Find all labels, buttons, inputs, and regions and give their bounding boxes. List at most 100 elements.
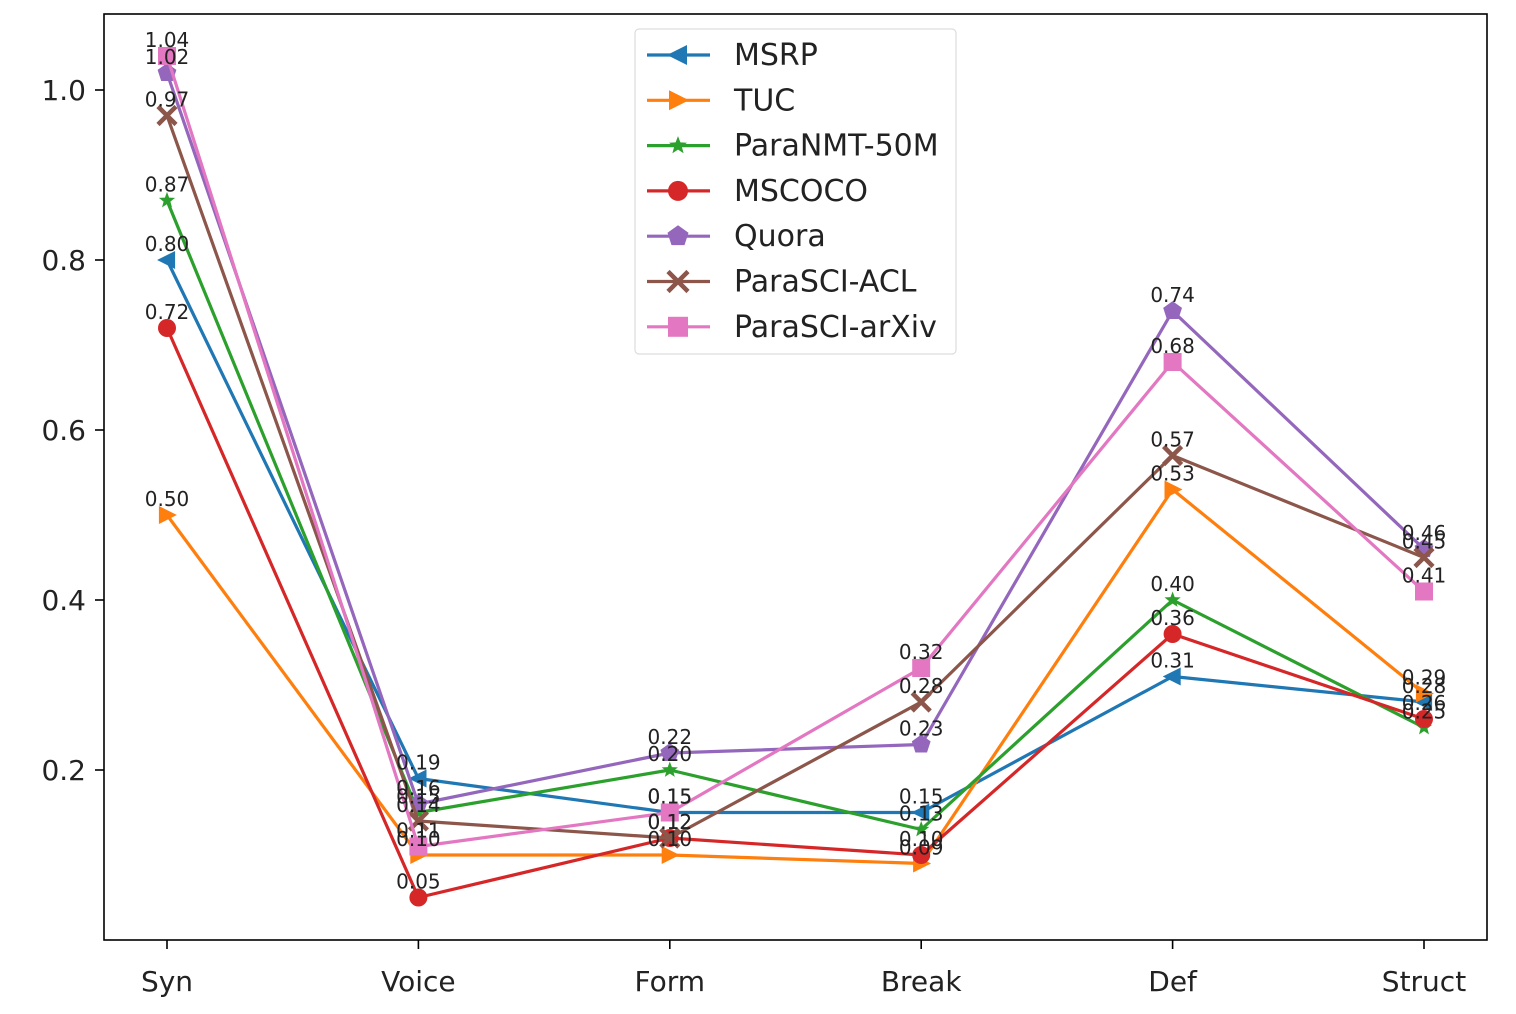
- data-label-msrp-struct: 0.28: [1402, 674, 1447, 698]
- data-label-tuc-syn: 0.50: [145, 487, 190, 511]
- legend: MSRP TUC ParaNMT-50M MSCOCO Quora ParaSCI-ACL…: [634, 28, 957, 355]
- data-label-parasci-acl-form: 0.12: [648, 810, 693, 834]
- legend-marker-circle: [668, 180, 688, 201]
- plot-frame: [103, 13, 1488, 941]
- legend-label: Quora: [734, 219, 826, 254]
- data-label-quora-form: 0.22: [648, 725, 693, 749]
- data-label-tuc-break: 0.09: [899, 836, 944, 860]
- data-point-paranmt-50m-def: [1164, 591, 1181, 607]
- data-label-parasci-arxiv-voice: 0.11: [396, 819, 441, 843]
- data-point-paranmt-50m-break: [913, 821, 930, 837]
- series-line-quora: [165, 72, 1426, 806]
- data-point-mscoco-break: [912, 846, 931, 864]
- data-point-paranmt-50m-syn: [158, 191, 176, 208]
- data-point-parasci-arxiv-voice: [409, 837, 428, 856]
- data-label-mscoco-break: 0.10: [899, 827, 944, 851]
- data-label-parasci-acl-syn: 0.97: [145, 88, 190, 112]
- data-point-tuc-syn: [158, 506, 177, 524]
- x-tick-label: Break: [881, 965, 962, 998]
- data-label-parasci-arxiv-syn: 1.04: [145, 28, 190, 52]
- data-label-quora-voice: 0.16: [396, 776, 441, 800]
- data-label-paranmt-50m-struct: 0.25: [1402, 700, 1447, 724]
- data-label-msrp-syn: 0.80: [145, 232, 190, 256]
- x-tick-label: Voice: [381, 965, 456, 998]
- data-point-tuc-struct: [1415, 684, 1434, 703]
- data-label-tuc-def: 0.53: [1150, 462, 1195, 486]
- data-label-tuc-form: 0.10: [648, 827, 693, 851]
- data-point-parasci-arxiv-struct: [1415, 582, 1433, 601]
- data-label-msrp-voice: 0.19: [396, 751, 441, 775]
- legend-marker-star: [669, 136, 687, 154]
- legend-entry-paranmt-50m: ParaNMT-50M: [647, 129, 939, 164]
- data-label-msrp-def: 0.31: [1150, 649, 1195, 673]
- data-label-parasci-acl-def: 0.57: [1150, 428, 1195, 452]
- legend-label: MSRP: [734, 38, 818, 73]
- legend-entry-mscoco: MSCOCO: [647, 174, 868, 209]
- data-label-mscoco-syn: 0.72: [145, 300, 190, 324]
- data-label-quora-break: 0.23: [899, 717, 944, 741]
- data-label-parasci-arxiv-struct: 0.41: [1402, 564, 1447, 588]
- data-label-paranmt-50m-break: 0.13: [899, 802, 944, 826]
- data-label-parasci-arxiv-def: 0.68: [1150, 334, 1195, 358]
- y-tick-label: 0.6: [41, 414, 86, 447]
- series-line-parasci-arxiv: [165, 55, 1426, 849]
- data-point-parasci-acl-def: [1162, 444, 1184, 467]
- data-label-paranmt-50m-voice: 0.15: [396, 785, 441, 809]
- data-label-paranmt-50m-form: 0.20: [648, 742, 693, 766]
- data-label-tuc-voice: 0.10: [396, 827, 441, 851]
- x-tick-label: Form: [635, 965, 706, 998]
- data-point-tuc-form: [661, 846, 680, 864]
- legend-entry-msrp: MSRP: [647, 38, 818, 73]
- data-point-msrp-break: [911, 803, 930, 822]
- data-label-parasci-arxiv-break: 0.32: [899, 640, 944, 664]
- legend-label: ParaSCI-ACL: [734, 265, 917, 300]
- data-label-msrp-form: 0.15: [648, 785, 693, 809]
- data-point-msrp-syn: [157, 251, 176, 269]
- y-tick-label: 0.2: [41, 754, 86, 787]
- data-point-mscoco-struct: [1415, 710, 1433, 728]
- series-line-parasci-acl: [165, 114, 1425, 840]
- data-point-msrp-voice: [408, 769, 427, 788]
- x-tick-label: Syn: [141, 965, 193, 998]
- data-point-quora-break: [911, 734, 931, 753]
- legend-marker-square: [668, 316, 688, 337]
- legend-label: ParaSCI-arXiv: [734, 310, 937, 345]
- data-label-mscoco-voice: 0.05: [396, 870, 441, 894]
- data-label-parasci-acl-struct: 0.45: [1402, 530, 1447, 554]
- data-point-msrp-def: [1162, 667, 1181, 686]
- data-point-parasci-acl-break: [910, 691, 932, 713]
- data-label-parasci-acl-break: 0.28: [899, 674, 944, 698]
- data-label-paranmt-50m-def: 0.40: [1150, 572, 1195, 596]
- legend-label: MSCOCO: [734, 174, 868, 209]
- data-point-parasci-arxiv-break: [912, 659, 931, 677]
- data-point-parasci-acl-syn: [156, 104, 178, 127]
- data-label-parasci-acl-voice: 0.14: [396, 793, 441, 817]
- data-point-mscoco-voice: [409, 888, 428, 907]
- data-label-quora-struct: 0.46: [1402, 521, 1447, 545]
- data-label-mscoco-def: 0.36: [1150, 606, 1195, 630]
- data-label-paranmt-50m-syn: 0.87: [145, 173, 190, 197]
- series-msrp: [157, 251, 1433, 822]
- data-label-parasci-arxiv-form: 0.15: [648, 785, 693, 809]
- x-axis: Syn Voice Form Break Def Struct: [141, 940, 1466, 998]
- x-tick-label: Def: [1148, 965, 1198, 998]
- series-parasci-arxiv: [158, 47, 1433, 856]
- series-layer: 0.800.190.15 0.150.310.280.500.10 0.10 0.09…: [145, 28, 1447, 907]
- series-line-mscoco: [165, 327, 1425, 900]
- y-axis: 0.2 0.4 0.6 0.8 1.0: [41, 74, 104, 787]
- data-point-mscoco-syn: [158, 319, 176, 337]
- legend-marker-x: [666, 269, 690, 294]
- series-mscoco: [158, 319, 1433, 907]
- data-point-parasci-acl-struct: [1413, 546, 1435, 569]
- data-point-parasci-acl-form: [659, 827, 681, 849]
- data-label-tuc-struct: 0.29: [1402, 666, 1447, 690]
- data-label-mscoco-form: 0.12: [648, 810, 693, 834]
- legend-marker-pentagon: [667, 225, 689, 246]
- legend-marker-triangle-right: [669, 90, 689, 111]
- data-point-paranmt-50m-form: [661, 761, 678, 777]
- y-tick-label: 0.8: [41, 244, 86, 277]
- data-point-quora-form: [660, 743, 680, 761]
- legend-entry-tuc: TUC: [647, 83, 795, 118]
